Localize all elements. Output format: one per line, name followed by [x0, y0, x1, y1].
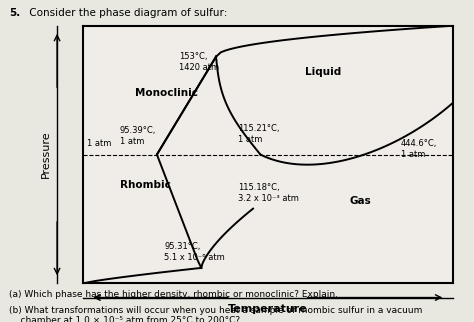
Text: Liquid: Liquid: [305, 67, 341, 77]
Text: 95.39°C,
1 atm: 95.39°C, 1 atm: [120, 126, 156, 146]
Text: (b) What transformations will occur when you heat a sample of rhombic sulfur in : (b) What transformations will occur when…: [9, 306, 423, 322]
Text: Pressure: Pressure: [41, 131, 51, 178]
Text: 5.: 5.: [9, 8, 21, 18]
Text: 115.18°C,
3.2 x 10⁻³ atm: 115.18°C, 3.2 x 10⁻³ atm: [238, 183, 299, 203]
Text: 95.31°C,
5.1 x 10⁻⁶ atm: 95.31°C, 5.1 x 10⁻⁶ atm: [164, 242, 225, 262]
Text: Monoclinic: Monoclinic: [135, 88, 198, 98]
Text: 1 atm: 1 atm: [87, 139, 111, 148]
Text: Consider the phase diagram of sulfur:: Consider the phase diagram of sulfur:: [26, 8, 228, 18]
Text: (a) Which phase has the higher density, rhombic or monoclinic? Explain.: (a) Which phase has the higher density, …: [9, 290, 338, 299]
Text: 115.21°C,
1 atm: 115.21°C, 1 atm: [238, 124, 280, 144]
Text: Gas: Gas: [349, 196, 371, 206]
Text: 444.6°C,
1 atm: 444.6°C, 1 atm: [401, 139, 438, 159]
Text: Temperature: Temperature: [228, 304, 308, 314]
Text: 153°C,
1420 atm: 153°C, 1420 atm: [179, 52, 219, 71]
Text: Rhombic: Rhombic: [120, 180, 171, 191]
